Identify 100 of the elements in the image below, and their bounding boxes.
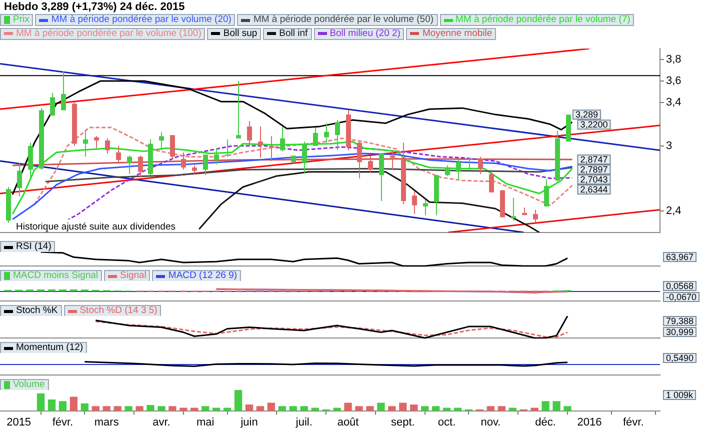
bar	[92, 406, 100, 411]
candlestick	[313, 127, 318, 146]
bar	[202, 406, 210, 411]
legend-label: Momentum (12)	[0, 342, 88, 354]
candlestick	[138, 155, 143, 178]
bar	[102, 406, 110, 411]
candlestick	[116, 145, 121, 163]
legend-label: Volume	[0, 379, 49, 391]
candlestick	[478, 156, 483, 175]
bar	[377, 402, 385, 411]
legend-label: Stoch %D (14 3 5)	[64, 305, 162, 317]
bar	[58, 401, 67, 411]
bar	[366, 406, 374, 411]
bar	[542, 401, 550, 411]
bar	[48, 399, 56, 411]
data-label: 2,6344	[580, 184, 608, 194]
x-tick-label: juin	[240, 416, 258, 428]
legend-label: Prix	[0, 14, 34, 26]
candlestick	[61, 70, 66, 111]
bar	[124, 406, 132, 411]
text: 0,5490	[666, 352, 694, 363]
legend-label: MM à période pondérée par le volume (7)	[440, 14, 634, 26]
text: 30,999	[666, 326, 694, 337]
candlestick	[236, 80, 241, 139]
candlestick	[390, 150, 395, 170]
x-tick-label: août	[337, 416, 359, 428]
y-tick-label: 3,4	[666, 96, 682, 109]
text: 3,289	[576, 110, 598, 120]
bar	[70, 396, 78, 411]
candlestick	[225, 138, 230, 158]
candlestick	[247, 120, 252, 146]
x-tick-label: févr.	[622, 416, 644, 428]
y-tick-label: 2,4	[666, 204, 682, 217]
candlestick	[203, 154, 208, 176]
candlestick	[280, 126, 285, 152]
bar	[256, 406, 264, 411]
bar	[289, 406, 297, 411]
line-series	[34, 126, 573, 206]
chart-title: Hebdo 3,289 (+1,73%) 24 déc. 2015	[4, 0, 185, 14]
data-label: 2,8747	[580, 154, 608, 164]
bar	[564, 406, 572, 411]
candlestick	[445, 164, 450, 177]
x-tick-label: avr.	[152, 416, 170, 428]
bar	[234, 390, 242, 411]
bar	[136, 406, 144, 411]
candlestick	[127, 155, 132, 175]
legend-label: Boll milieu (20 2)	[314, 28, 404, 40]
bar	[410, 404, 418, 411]
candlestick	[83, 130, 88, 158]
candlestick	[423, 199, 428, 216]
candlestick	[302, 141, 307, 174]
candlestick	[368, 155, 373, 174]
bar	[421, 406, 429, 411]
candlestick	[159, 131, 164, 151]
bar	[168, 406, 176, 411]
bar	[36, 393, 45, 411]
x-tick-label: déc.	[535, 416, 556, 428]
bar	[278, 406, 286, 411]
legend-label: MM à période pondérée par le volume (20)	[35, 14, 236, 26]
bar	[267, 402, 276, 411]
text: -0,0670	[666, 292, 697, 302]
candlestick	[544, 178, 549, 207]
y-tick-label: 3,6	[666, 75, 682, 88]
candlestick	[28, 142, 33, 178]
candlestick	[94, 136, 99, 149]
candlestick	[269, 136, 274, 162]
legend-label: MM à période pondérée par le volume (50)	[237, 14, 438, 26]
data-label: 2,7897	[580, 164, 608, 174]
legend-label: Boll inf	[263, 28, 312, 40]
data-label: 3,2200	[580, 120, 608, 130]
x-tick-label: mars	[94, 416, 120, 428]
bar	[158, 406, 166, 411]
y-tick-label: 3	[666, 140, 672, 152]
legend-label: MACD (12 26 9)	[152, 270, 242, 282]
candlestick	[335, 119, 340, 151]
x-tick-label: mai	[196, 416, 214, 428]
candlestick	[489, 169, 494, 193]
candlestick	[533, 209, 538, 224]
bar	[300, 406, 308, 411]
candlestick	[17, 162, 22, 198]
x-tick-label: 2015	[6, 416, 32, 428]
candlestick	[170, 134, 175, 160]
text: 0,0568	[666, 280, 694, 291]
text: 1 009k	[666, 390, 694, 400]
legend-label: MACD moins Signal	[0, 270, 102, 282]
candlestick	[467, 157, 472, 170]
bar	[388, 406, 396, 411]
bar	[245, 404, 254, 411]
candlestick	[412, 190, 417, 215]
candlestick	[379, 152, 384, 202]
bar	[80, 403, 88, 411]
legend-label: Moyenne mobile	[406, 28, 496, 40]
legend-label: MM à période pondérée par le volume (100)	[0, 28, 206, 40]
text: 79,388	[666, 316, 694, 326]
candlestick	[181, 152, 186, 170]
candlestick	[214, 148, 219, 165]
bar	[355, 406, 363, 411]
x-tick-label: juil.	[294, 416, 312, 428]
candlestick	[105, 138, 110, 154]
bar	[552, 401, 560, 411]
